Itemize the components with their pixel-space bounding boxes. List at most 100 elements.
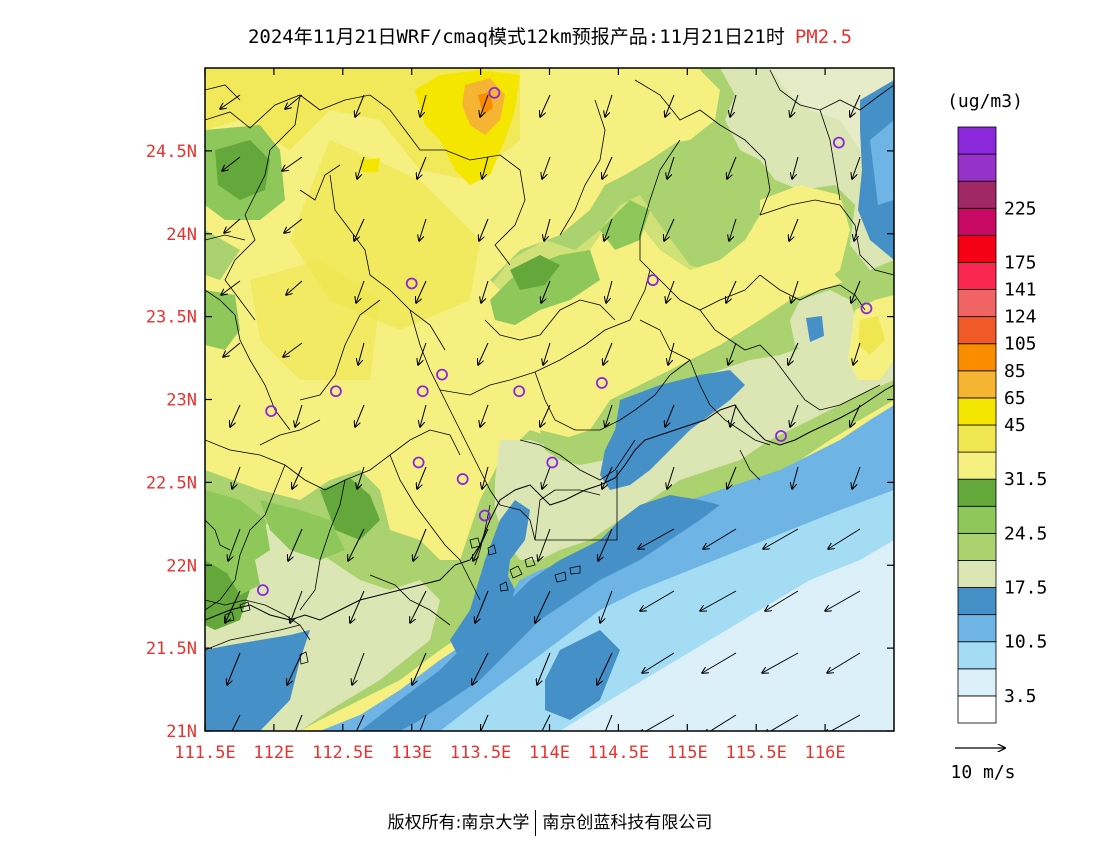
wind-arrow xyxy=(358,342,365,365)
wind-arrow xyxy=(668,342,675,365)
wind-arrow xyxy=(352,652,365,685)
wind-arrow xyxy=(290,590,303,623)
wind-arrow xyxy=(420,404,427,427)
wind-arrow xyxy=(222,156,241,171)
wind-arrow xyxy=(851,280,861,303)
wind-arrow xyxy=(481,280,489,303)
wind-arrow xyxy=(286,280,303,295)
colorbar-segment xyxy=(957,505,997,534)
wind-arrow xyxy=(284,218,303,233)
wind-arrow xyxy=(412,652,427,685)
wind-arrow xyxy=(356,280,365,303)
wind-arrow xyxy=(348,528,365,561)
wind-arrow xyxy=(295,404,303,427)
colorbar-label: 65 xyxy=(1004,388,1026,409)
longitude-labels: 111.5E 112E 112.5E 113E 113.5E 114E 114.5E 115E… xyxy=(174,743,845,763)
wind-reference: 10 m/s xyxy=(950,748,1016,783)
wind-arrow xyxy=(540,404,551,427)
lon-tick-label: 115.5E xyxy=(725,743,786,763)
colorbar-label: 45 xyxy=(1004,415,1026,436)
station-marker xyxy=(456,473,469,485)
wind-arrow xyxy=(828,528,861,549)
colorbar-segment xyxy=(957,641,997,670)
wind-arrow xyxy=(542,156,551,179)
wind-arrow xyxy=(600,590,613,623)
wind-arrow xyxy=(790,404,799,427)
lon-tick-label: 115E xyxy=(667,743,708,763)
wind-arrow xyxy=(854,218,861,241)
station-marker xyxy=(330,385,342,398)
coastline xyxy=(205,384,894,621)
colorbar-segment xyxy=(957,370,997,399)
lon-tick-label: 113.5E xyxy=(450,743,511,763)
wind-arrow xyxy=(232,466,241,489)
title-pollutant: PM2.5 xyxy=(794,26,853,48)
wind-arrow xyxy=(220,94,241,109)
wind-arrow xyxy=(792,156,799,179)
wind-arrow xyxy=(852,156,861,179)
colorbar-segment xyxy=(957,126,997,155)
wind-arrow xyxy=(598,528,613,561)
wind-arrow xyxy=(702,652,737,673)
lat-tick-label: 24.5N xyxy=(146,142,197,162)
wind-arrow xyxy=(639,714,675,731)
wind-arrow xyxy=(666,280,675,303)
wind-arrow xyxy=(419,714,427,731)
wind-arrow xyxy=(417,466,427,489)
wind-arrow xyxy=(728,342,737,365)
colorbar-segment xyxy=(957,478,997,507)
axis-ticks xyxy=(204,68,894,732)
wind-arrow xyxy=(231,714,241,731)
colorbar-label: 85 xyxy=(1004,361,1026,382)
lon-tick-label: 114.5E xyxy=(588,743,649,763)
wind-arrow xyxy=(730,404,737,427)
station-marker xyxy=(860,302,873,315)
wind-arrow xyxy=(482,156,489,179)
lat-tick-label: 21.5N xyxy=(146,639,197,659)
wind-arrow xyxy=(221,280,241,295)
wind-arrow xyxy=(480,404,489,427)
latitude-labels: 21N 21.5N 22N 22.5N 23N 23.5N 24N 24.5N xyxy=(146,142,197,742)
wind-arrow xyxy=(762,652,799,673)
wind-arrow xyxy=(228,528,241,561)
wind-arrow xyxy=(357,156,365,179)
wind-arrow xyxy=(602,156,613,179)
colorbar-segment xyxy=(957,397,997,426)
colorbar-segment xyxy=(957,180,997,209)
wind-arrow xyxy=(472,652,489,685)
station-marker xyxy=(412,456,425,469)
wind-arrow xyxy=(475,590,489,623)
wind-arrow xyxy=(540,94,551,117)
wind-arrow xyxy=(541,280,551,303)
wind-arrow xyxy=(852,466,861,489)
wind-arrow xyxy=(230,404,241,427)
wind-arrow xyxy=(479,218,489,241)
colorbar-label: 31.5 xyxy=(1004,469,1047,490)
wind-arrow xyxy=(791,280,799,303)
lat-tick-label: 24N xyxy=(166,225,197,245)
colorbar-segment xyxy=(957,614,997,643)
copyright-footer: 版权所有:南京大学 南京创蓝科技有限公司 xyxy=(0,808,1100,836)
wind-arrow xyxy=(478,342,489,365)
lon-tick-label: 111.5E xyxy=(174,743,235,763)
station-marker xyxy=(265,405,278,418)
wind-arrow xyxy=(853,342,861,365)
wind-arrow xyxy=(605,404,613,427)
lon-tick-label: 112.5E xyxy=(312,743,373,763)
lon-tick-label: 114E xyxy=(529,743,570,763)
wind-arrow xyxy=(283,342,303,357)
wind-arrow xyxy=(542,466,551,489)
wind-reference-label: 10 m/s xyxy=(950,762,1015,783)
station-marker xyxy=(546,456,559,469)
wind-arrow xyxy=(355,94,365,117)
lon-tick-label: 112E xyxy=(253,743,294,763)
colorbar-segment xyxy=(957,587,997,616)
colorbar-segment xyxy=(957,532,997,561)
wind-arrow xyxy=(287,652,303,685)
wind-arrow xyxy=(537,652,551,685)
station-marker xyxy=(832,136,845,149)
lat-tick-label: 23N xyxy=(166,391,197,411)
wind-arrow xyxy=(603,342,613,365)
lat-tick-label: 23.5N xyxy=(146,308,197,328)
colorbar-segment xyxy=(957,207,997,236)
